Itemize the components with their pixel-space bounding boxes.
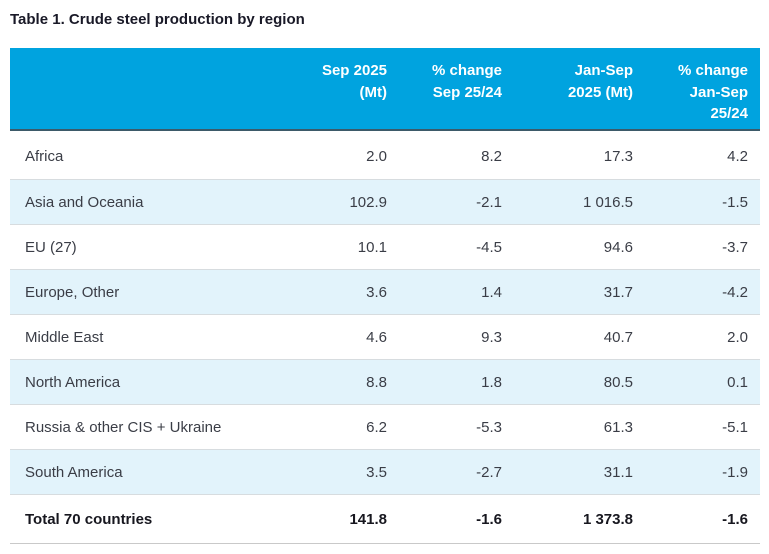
pct-change-sep-value: -2.1	[476, 193, 502, 211]
region-cell: South America	[25, 463, 123, 481]
sep-2025-value: 4.6	[366, 328, 387, 346]
region-cell: Asia and Oceania	[25, 193, 144, 211]
crude-steel-table: Sep 2025 (Mt) % change Sep 25/24 Jan-Sep…	[10, 48, 760, 544]
jan-sep-2025-value: 31.7	[603, 283, 633, 301]
pct-change-jan-sep-value: 4.2	[727, 148, 748, 165]
table-row: Middle East 4.6 9.3 40.7 2.0	[10, 314, 760, 359]
sep-2025-value: 102.9	[349, 193, 387, 211]
table-header-row: Sep 2025 (Mt) % change Sep 25/24 Jan-Sep…	[10, 48, 760, 131]
sep-2025-value: 10.1	[357, 238, 387, 256]
region-cell: Middle East	[25, 328, 104, 346]
column-header-pct-change-jan-sep: % change Jan-Sep 25/24	[677, 62, 748, 122]
sep-2025-value: 8.8	[366, 373, 387, 391]
column-header-jan-sep-2025-mt: Jan-Sep 2025 (Mt)	[567, 62, 633, 101]
pct-change-jan-sep-value: -1.9	[722, 463, 748, 481]
column-header-pct-change-sep: % change Sep 25/24	[431, 62, 502, 101]
jan-sep-2025-value: 1 373.8	[582, 510, 633, 528]
pct-change-jan-sep-value: -5.1	[722, 418, 748, 436]
table-row: Europe, Other 3.6 1.4 31.7 -4.2	[10, 269, 760, 314]
region-cell: Africa	[25, 148, 64, 165]
jan-sep-2025-value: 61.3	[603, 418, 633, 436]
sep-2025-value: 6.2	[366, 418, 387, 436]
jan-sep-2025-value: 1 016.5	[582, 193, 633, 211]
pct-change-jan-sep-value: 0.1	[727, 373, 748, 391]
pct-change-jan-sep-value: -3.7	[722, 238, 748, 256]
sep-2025-value: 141.8	[349, 510, 387, 528]
jan-sep-2025-value: 94.6	[603, 238, 633, 256]
table-row: EU (27) 10.1 -4.5 94.6 -3.7	[10, 224, 760, 269]
pct-change-sep-value: -5.3	[476, 418, 502, 436]
pct-change-sep-value: -1.6	[476, 510, 502, 528]
sep-2025-value: 2.0	[366, 148, 387, 165]
pct-change-sep-value: -4.5	[476, 238, 502, 256]
pct-change-sep-value: 8.2	[481, 148, 502, 165]
jan-sep-2025-value: 31.1	[603, 463, 633, 481]
sep-2025-value: 3.5	[366, 463, 387, 481]
pct-change-sep-value: 1.4	[481, 283, 502, 301]
pct-change-jan-sep-value: -1.5	[722, 193, 748, 211]
jan-sep-2025-value: 40.7	[603, 328, 633, 346]
table-body: Africa 2.0 8.2 17.3 4.2 Asia and Oceania…	[10, 134, 760, 544]
column-header-region	[10, 48, 270, 129]
table-row: South America 3.5 -2.7 31.1 -1.9	[10, 449, 760, 494]
table-row: Asia and Oceania 102.9 -2.1 1 016.5 -1.5	[10, 179, 760, 224]
pct-change-sep-value: 1.8	[481, 373, 502, 391]
region-cell: Russia & other CIS + Ukraine	[25, 418, 222, 436]
sep-2025-value: 3.6	[366, 283, 387, 301]
pct-change-sep-value: -2.7	[476, 463, 502, 481]
region-cell: EU (27)	[25, 238, 77, 256]
column-header-sep-2025-mt: Sep 2025 (Mt)	[321, 62, 387, 101]
region-cell: Total 70 countries	[25, 510, 153, 528]
jan-sep-2025-value: 80.5	[603, 373, 633, 391]
pct-change-jan-sep-value: -4.2	[722, 283, 748, 301]
table-row: North America 8.8 1.8 80.5 0.1	[10, 359, 760, 404]
page-title: Table 1. Crude steel production by regio…	[10, 11, 305, 28]
pct-change-jan-sep-value: -1.6	[722, 510, 748, 528]
pct-change-sep-value: 9.3	[481, 328, 502, 346]
region-cell: Europe, Other	[25, 283, 120, 301]
jan-sep-2025-value: 17.3	[603, 148, 633, 165]
table-row: Africa 2.0 8.2 17.3 4.2	[10, 134, 760, 179]
pct-change-jan-sep-value: 2.0	[727, 328, 748, 346]
total-row: Total 70 countries 141.8 -1.6 1 373.8 -1…	[10, 494, 760, 544]
table-row: Russia & other CIS + Ukraine 6.2 -5.3 61…	[10, 404, 760, 449]
region-cell: North America	[25, 373, 121, 391]
